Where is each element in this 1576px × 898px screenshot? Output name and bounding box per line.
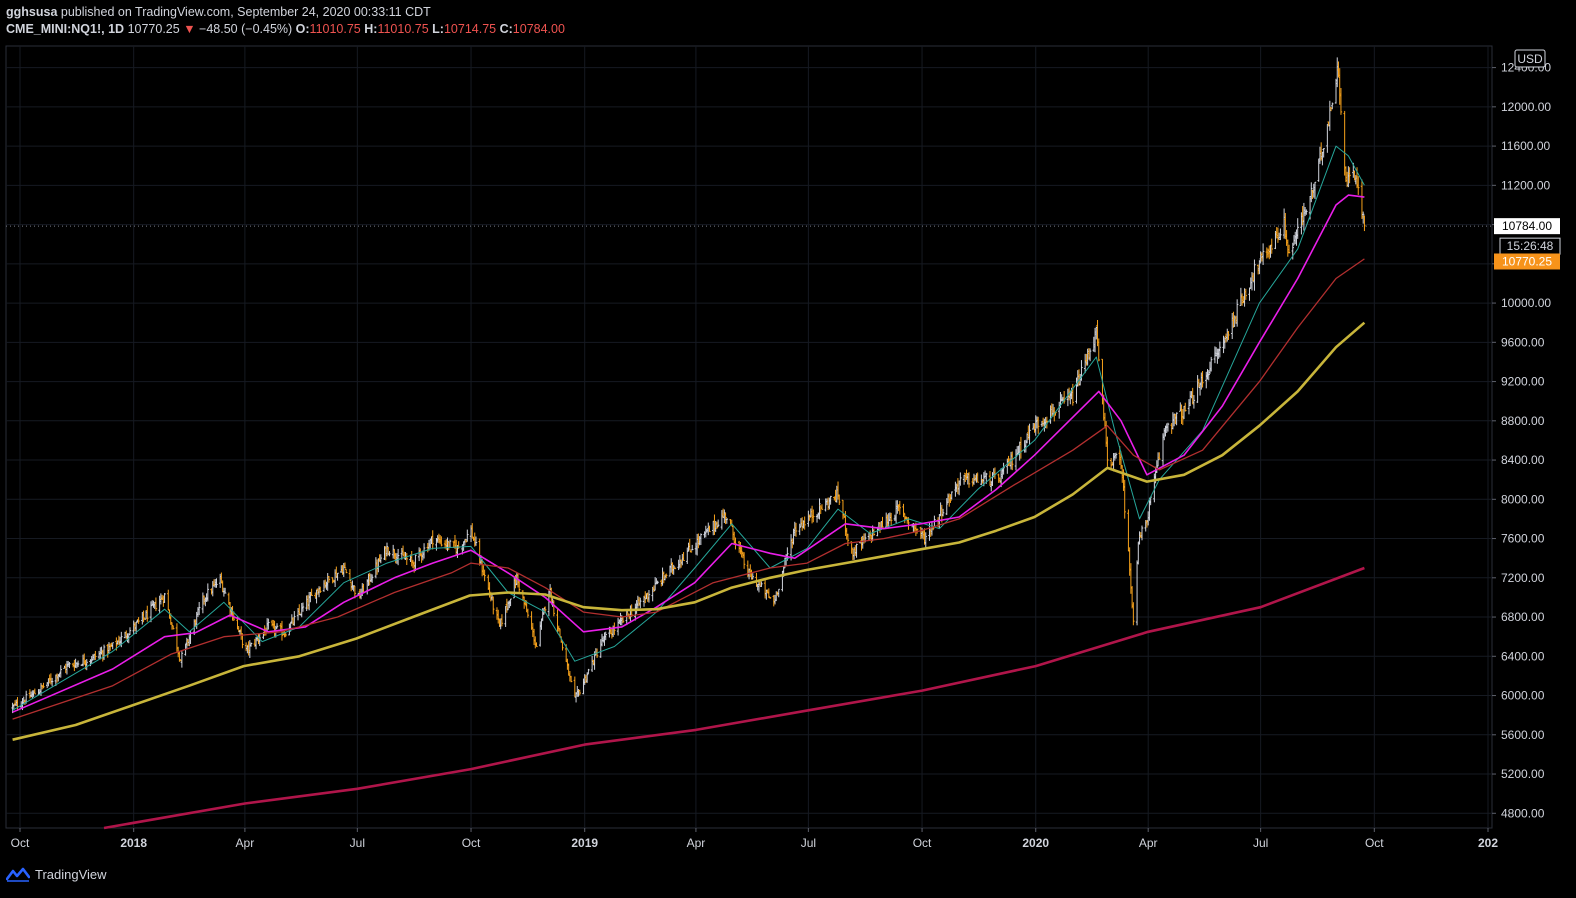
countdown-label: 15:26:48 [1507, 239, 1554, 253]
time-tick-label: Oct [1365, 836, 1384, 850]
price-tick-label: 8800.00 [1501, 414, 1545, 428]
open-label: O: [295, 22, 310, 36]
last-price-badge[interactable]: 10770.25 [1494, 253, 1560, 270]
price-tick-label: 6000.00 [1501, 689, 1545, 703]
tradingview-brand: TradingView [35, 866, 107, 882]
price-tick-label: 8000.00 [1501, 492, 1545, 506]
publish-info: gghsusa published on TradingView.com, Se… [6, 5, 431, 19]
close-value: 10784.00 [512, 22, 565, 36]
price-tick-label: 10000.00 [1501, 296, 1551, 310]
open-value: 11010.75 [309, 22, 361, 36]
price-tick-label: 5600.00 [1501, 728, 1545, 742]
time-tick-label: 202 [1478, 836, 1498, 850]
publisher-username[interactable]: gghsusa [6, 5, 58, 19]
price-tick-label: 9200.00 [1501, 375, 1545, 389]
time-tick-label: Apr [1139, 836, 1158, 850]
price-tick-label: 4800.00 [1501, 806, 1545, 820]
chart-footer: TradingView [0, 862, 1576, 898]
chart-background [0, 40, 1576, 862]
ma-line-ema-fast[interactable] [12, 145, 1365, 711]
last-close-badge-box [1494, 218, 1560, 235]
low-label: L: [432, 22, 444, 36]
bar-countdown-badge: 15:26:48 [1499, 237, 1561, 255]
currency-badge[interactable]: USD [1514, 49, 1546, 68]
price-tick-label: 8400.00 [1501, 453, 1545, 467]
price-tick-label: 7600.00 [1501, 532, 1545, 546]
symbol-interval[interactable]: CME_MINI:NQ1!, 1D [6, 22, 125, 36]
price-tick-label: 6400.00 [1501, 649, 1545, 663]
high-label: H: [364, 22, 378, 36]
time-tick-label: Apr [236, 836, 255, 850]
time-tick-label: 2019 [571, 836, 598, 850]
price-chart[interactable]: 12400.0012000.0011600.0011200.0010800.00… [0, 40, 1576, 862]
time-tick-label: Oct [462, 836, 481, 850]
last-close-badge[interactable]: 10784.00 [1494, 218, 1560, 235]
last-price-label: 10770.25 [1502, 254, 1552, 268]
time-tick-label: Oct [913, 836, 932, 850]
price-tick-label: 11200.00 [1501, 178, 1550, 192]
ma-line-ema-mid[interactable] [12, 194, 1365, 713]
chart-header: gghsusa published on TradingView.com, Se… [0, 0, 1576, 40]
down-arrow-icon: ▼ [183, 22, 196, 36]
time-tick-label: 2020 [1022, 836, 1049, 850]
price-tick-label: 9600.00 [1501, 335, 1545, 349]
publish-timestamp: published on TradingView.com, September … [60, 5, 431, 19]
time-tick-label: Oct [11, 836, 30, 850]
symbol-quote-line: CME_MINI:NQ1!, 1D 10770.25 ▼ −48.50 (−0.… [6, 22, 565, 36]
last-price-badge-box [1494, 253, 1560, 270]
ma-line-ema-slow[interactable] [12, 258, 1365, 720]
price-tick-label: 6800.00 [1501, 610, 1545, 624]
time-tick-label: 2018 [120, 836, 147, 850]
plot-area-border [5, 45, 1493, 829]
ma-line-sma-100[interactable] [12, 321, 1366, 741]
currency-badge-box [1514, 49, 1546, 68]
close-label: C: [499, 22, 513, 36]
last-price-value: 10770.25 [127, 22, 180, 36]
high-value: 11010.75 [377, 22, 429, 36]
low-value: 10714.75 [443, 22, 497, 36]
price-tick-label: 12000.00 [1501, 100, 1551, 114]
price-tick-label: 7200.00 [1501, 571, 1545, 585]
ma-line-sma-long[interactable] [103, 566, 1365, 830]
currency-label: USD [1517, 52, 1543, 66]
last-close-label: 10784.00 [1502, 219, 1552, 233]
time-tick-label: Apr [687, 836, 706, 850]
candlestick-series[interactable] [11, 57, 1366, 714]
time-axis[interactable]: Oct 2018 Apr Jul Oct 2019 Apr Jul Oct 2020 Apr Jul O… [11, 828, 1499, 850]
tradingview-logo[interactable]: TradingView [6, 866, 107, 882]
price-tick-label: 5200.00 [1501, 767, 1545, 781]
price-tick-label: 11600.00 [1501, 139, 1550, 153]
tradingview-logo-icon [6, 867, 30, 882]
time-tick-label: Jul [350, 836, 365, 850]
time-tick-label: Jul [1253, 836, 1268, 850]
time-tick-label: Jul [801, 836, 816, 850]
price-change: −48.50 (−0.45%) [199, 22, 293, 36]
